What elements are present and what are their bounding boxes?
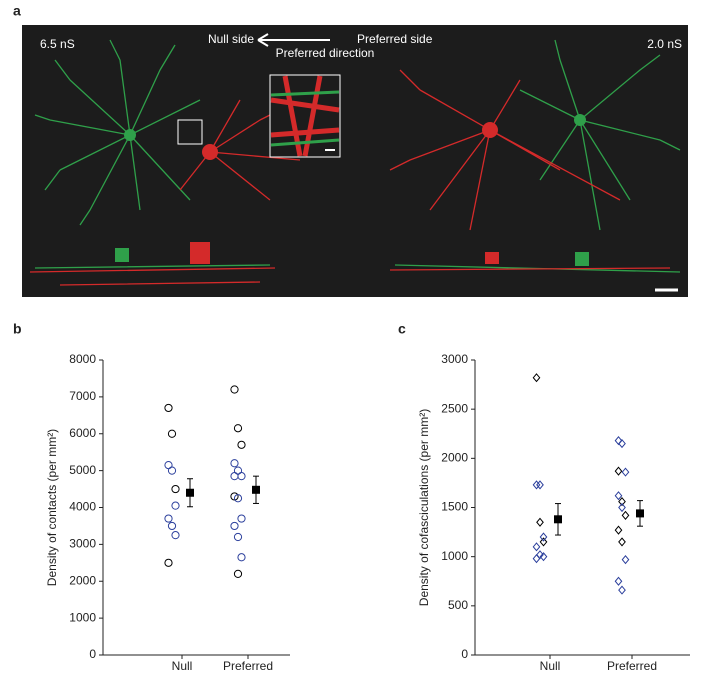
red-cell	[29, 69, 671, 286]
y-tick-label: 8000	[69, 352, 96, 366]
data-point	[230, 385, 239, 394]
data-point	[237, 472, 246, 481]
data-point	[164, 514, 173, 523]
data-point	[539, 537, 548, 547]
soma	[190, 242, 210, 264]
inset	[269, 74, 341, 158]
data-point	[171, 501, 180, 510]
y-tick-label: 1000	[69, 610, 96, 624]
data-point	[618, 502, 626, 513]
soma	[115, 248, 129, 262]
data-point	[164, 403, 173, 413]
data-point	[618, 585, 626, 595]
x-tick-label: Preferred	[607, 659, 657, 673]
data-point	[614, 466, 623, 476]
y-tick-label: 7000	[69, 389, 96, 403]
soma	[485, 252, 499, 264]
null-side-label: Null side	[208, 32, 254, 46]
data-point	[539, 532, 548, 542]
data-point	[167, 466, 177, 475]
y-tick-label: 6000	[69, 426, 96, 440]
direction-label: Preferred direction	[276, 46, 375, 60]
mean-marker	[554, 515, 562, 524]
data-point	[614, 576, 623, 586]
y-axis-label: Density of contacts (per mm²)	[45, 429, 59, 586]
soma	[482, 122, 498, 138]
data-point	[539, 552, 548, 562]
data-point	[230, 459, 239, 468]
y-tick-label: 0	[89, 647, 96, 661]
data-point	[618, 439, 626, 449]
data-point	[167, 429, 177, 438]
soma	[124, 129, 136, 141]
y-tick-label: 0	[461, 647, 468, 661]
mean-marker	[252, 485, 260, 494]
soma	[202, 144, 218, 160]
y-tick-label: 2500	[441, 401, 468, 415]
soma	[574, 114, 586, 126]
direction-arrow	[257, 33, 330, 47]
data-point	[614, 491, 623, 501]
micrograph: 6.5 nS 2.0 nS Null side Preferred side P…	[22, 25, 688, 297]
data-point	[237, 553, 246, 562]
data-point	[237, 514, 246, 523]
data-point	[233, 569, 243, 578]
data-point	[164, 558, 173, 567]
condition-label: 2.0 nS	[647, 37, 682, 51]
mean-marker	[186, 488, 194, 497]
condition-label: 6.5 nS	[40, 37, 75, 51]
y-tick-label: 4000	[69, 500, 96, 514]
x-tick-label: Null	[172, 659, 193, 673]
data-point	[621, 510, 630, 520]
data-point	[233, 424, 243, 433]
data-point	[171, 531, 180, 540]
data-point	[614, 436, 623, 446]
preferred-side-label: Preferred side	[357, 32, 433, 46]
y-tick-label: 3000	[69, 537, 96, 551]
data-point	[532, 554, 541, 564]
panel-label: c	[398, 321, 406, 337]
data-point	[532, 542, 541, 552]
data-point	[618, 537, 626, 547]
y-axis-label: Density of cofasciculations (per mm²)	[417, 409, 431, 606]
inset-marker	[177, 119, 203, 145]
y-tick-label: 2000	[69, 573, 96, 587]
panel-label: a	[13, 3, 21, 19]
x-tick-label: Null	[540, 659, 561, 673]
y-tick-label: 5000	[69, 463, 96, 477]
soma	[575, 252, 589, 266]
y-tick-label: 3000	[441, 352, 468, 366]
data-point	[230, 521, 239, 531]
data-point	[171, 484, 180, 494]
data-point	[532, 373, 541, 383]
panel-label: b	[13, 321, 22, 337]
data-point	[233, 494, 243, 503]
data-point	[233, 532, 243, 542]
green-cell	[34, 39, 681, 273]
y-tick-label: 1500	[441, 500, 468, 514]
data-point	[621, 555, 630, 565]
data-point	[237, 440, 246, 449]
data-point	[618, 497, 626, 507]
data-point	[230, 472, 239, 481]
x-tick-label: Preferred	[223, 659, 273, 673]
y-tick-label: 2000	[441, 451, 468, 465]
data-point	[167, 521, 177, 531]
data-point	[621, 467, 630, 477]
y-tick-label: 1000	[441, 549, 468, 563]
data-point	[536, 480, 544, 490]
data-point	[536, 517, 544, 527]
data-point	[614, 525, 623, 535]
data-point	[532, 480, 541, 490]
y-tick-label: 500	[448, 598, 468, 612]
mean-marker	[636, 509, 644, 518]
